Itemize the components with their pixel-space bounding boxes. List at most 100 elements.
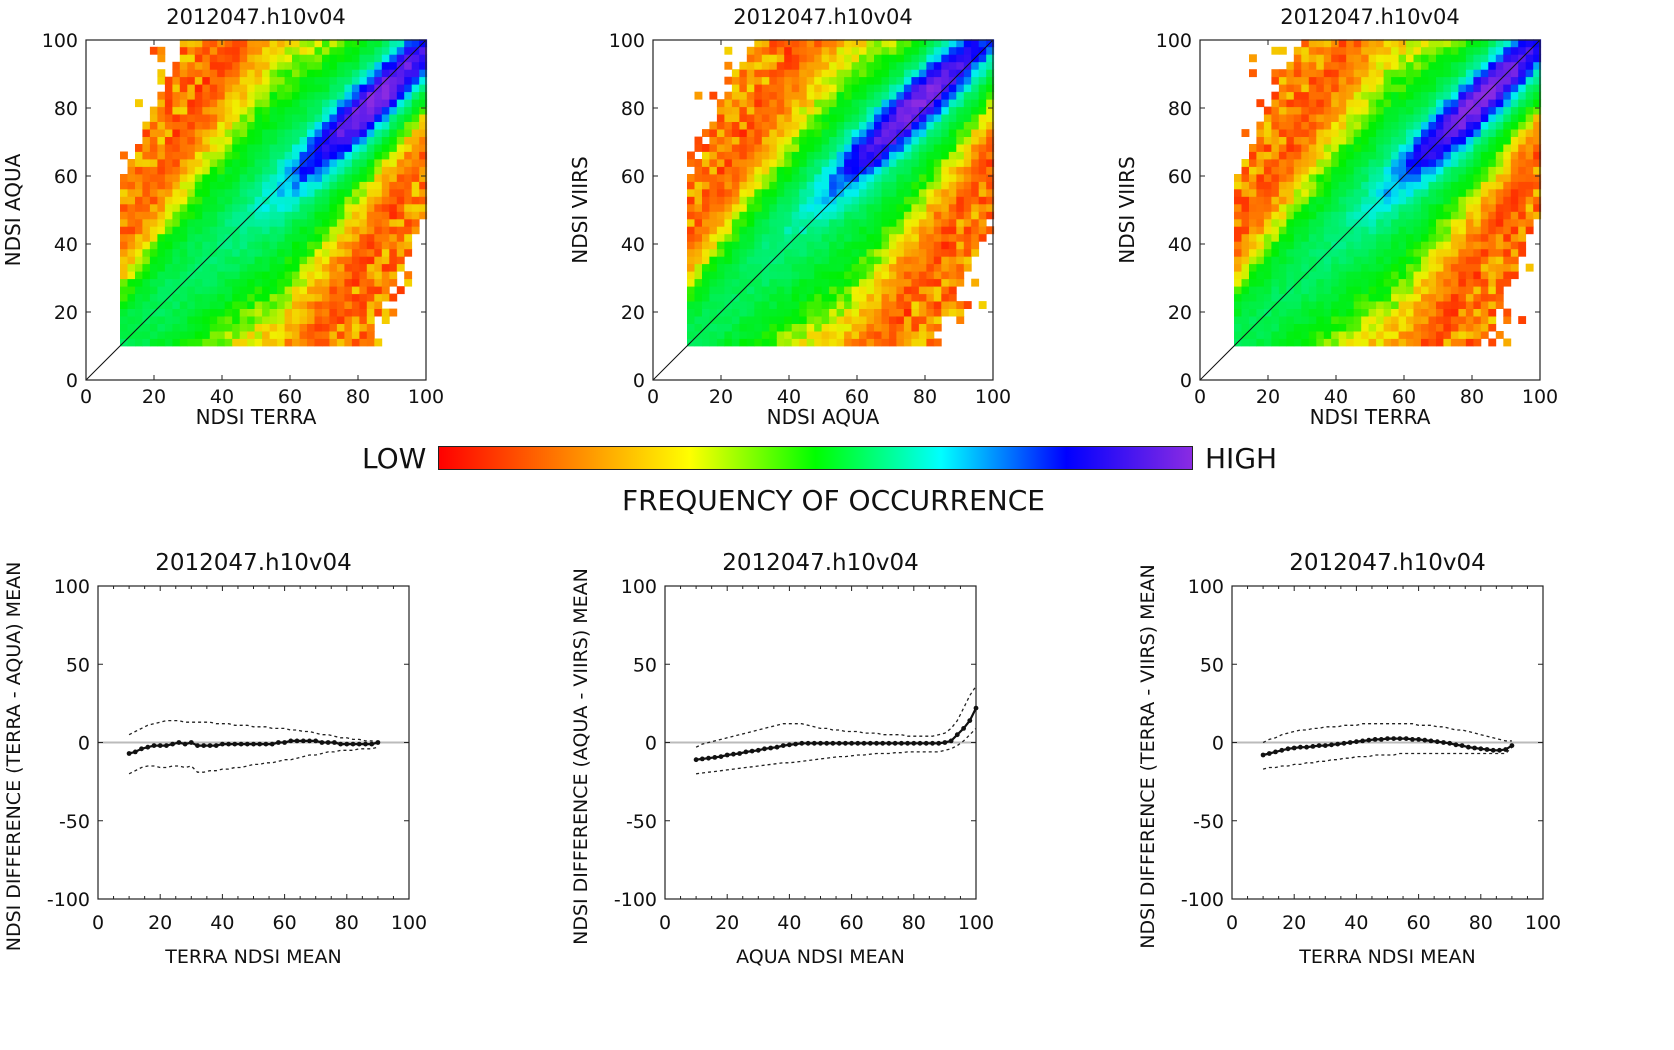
heatmap-cell — [187, 174, 196, 182]
heatmap-cell — [299, 114, 308, 122]
heatmap-cell — [702, 278, 710, 287]
heatmap-cell — [687, 271, 695, 280]
heatmap-cell — [1413, 203, 1422, 212]
heatmap-cell — [1271, 338, 1280, 347]
heatmap-cell — [1353, 84, 1362, 93]
heatmap-cell — [1368, 226, 1377, 235]
heatmap-cell — [179, 129, 188, 137]
heatmap-cell — [284, 91, 293, 100]
heatmap-cell — [179, 166, 188, 175]
heatmap-cell — [866, 69, 875, 78]
heatmap-cell — [120, 271, 128, 280]
heatmap-cell — [1488, 129, 1497, 137]
heatmap-cell — [746, 99, 755, 108]
heatmap-cell — [269, 151, 278, 160]
heatmap-cell — [336, 46, 345, 55]
heatmap-cell — [821, 308, 830, 317]
heatmap-cell — [844, 166, 852, 175]
heatmap-cell — [232, 166, 241, 175]
heatmap-cell — [322, 84, 330, 93]
heatmap-cell — [1480, 54, 1489, 63]
heatmap-cell — [374, 91, 383, 100]
heatmap-cell — [716, 121, 725, 130]
series-mean-point — [905, 740, 910, 746]
heatmap-cell — [776, 129, 785, 137]
heatmap-cell — [359, 263, 368, 272]
heatmap-cell — [135, 151, 143, 160]
heatmap-cell — [1413, 323, 1422, 332]
heatmap-cell — [784, 211, 793, 220]
heatmap-cell — [903, 144, 912, 152]
heatmap-cell — [284, 241, 293, 250]
heatmap-cell — [194, 323, 203, 332]
heatmap-cell — [217, 218, 226, 227]
heatmap-cell — [731, 114, 740, 122]
heatmap-cell — [1398, 211, 1407, 220]
heatmap-cell — [322, 286, 330, 295]
heatmap-cell — [1293, 338, 1302, 347]
heatmap-cell — [1480, 316, 1489, 324]
heatmap-cell — [322, 76, 330, 85]
heatmap-cell — [694, 91, 703, 100]
heatmap-cell — [948, 248, 957, 257]
heatmap-cell — [963, 151, 972, 160]
heatmap-cell — [702, 331, 710, 339]
heatmap-cell — [247, 166, 256, 175]
heatmap-cell — [1376, 166, 1384, 175]
x-axis-label: NDSI TERRA — [196, 405, 317, 429]
heatmap-cell — [135, 166, 143, 175]
heatmap-cell — [1518, 46, 1527, 55]
heatmap-cell — [1398, 263, 1407, 272]
heatmap-cell — [1263, 323, 1272, 332]
heatmap-cell — [217, 293, 226, 302]
heatmap-cell — [1353, 338, 1362, 347]
heatmap-cell — [716, 144, 725, 152]
heatmap-cell — [1510, 121, 1519, 130]
heatmap-cell — [1234, 174, 1242, 182]
heatmap-cell — [754, 159, 763, 167]
heatmap-cell — [702, 301, 710, 309]
heatmap-cell — [202, 174, 211, 182]
heatmap-cell — [776, 69, 785, 78]
heatmap-cell — [1368, 39, 1377, 48]
heatmap-cell — [851, 99, 860, 108]
heatmap-cell — [127, 159, 136, 167]
heatmap-cell — [918, 84, 927, 93]
heatmap-cell — [239, 188, 248, 197]
series-mean-point — [787, 742, 792, 748]
heatmap-cell — [336, 54, 345, 63]
heatmap-cell — [1443, 203, 1452, 212]
heatmap-cell — [292, 61, 300, 70]
heatmap-cell — [806, 121, 815, 130]
heatmap-cell — [716, 263, 725, 272]
heatmap-cell — [739, 263, 748, 272]
heatmap-cell — [844, 54, 852, 63]
colorbar-caption: FREQUENCY OF OCCURRENCE — [622, 484, 1045, 517]
heatmap-cell — [322, 226, 330, 235]
heatmap-cell — [359, 46, 368, 55]
heatmap-cell — [239, 91, 248, 100]
heatmap-cell — [926, 181, 935, 190]
heatmap-cell — [172, 136, 181, 145]
heatmap-cell — [247, 54, 256, 63]
heatmap-cell — [933, 54, 942, 63]
heatmap-cell — [1488, 54, 1497, 63]
heatmap-cell — [127, 166, 136, 175]
heatmap-cell — [1533, 61, 1542, 70]
heatmap-cell — [1271, 211, 1280, 220]
heatmap-cell — [859, 308, 867, 317]
heatmap-cell — [419, 69, 428, 78]
heatmap-cell — [829, 308, 837, 317]
heatmap-cell — [836, 181, 845, 190]
heatmap-cell — [381, 159, 390, 167]
heatmap-cell — [202, 278, 211, 287]
heatmap-cell — [232, 188, 241, 197]
heatmap-cell — [194, 99, 203, 108]
heatmap-cell — [351, 218, 360, 227]
heatmap-cell — [1525, 151, 1534, 160]
heatmap-cell — [851, 136, 860, 145]
heatmap-cell — [874, 308, 882, 317]
heatmap-cell — [709, 218, 718, 227]
heatmap-cell — [866, 84, 875, 93]
series-mean-point — [954, 732, 960, 738]
